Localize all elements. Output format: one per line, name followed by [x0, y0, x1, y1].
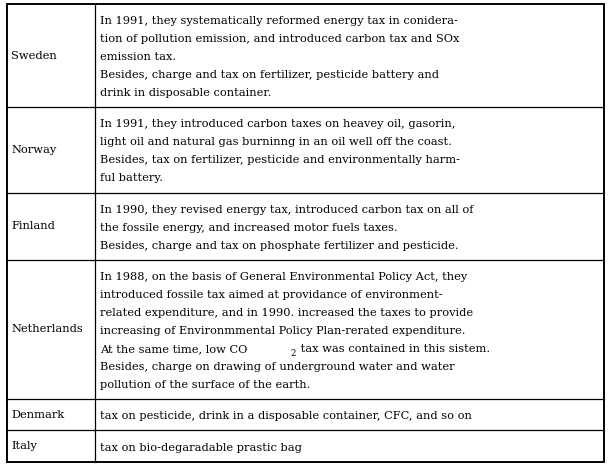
- Text: In 1990, they revised energy tax, introduced carbon tax on all of: In 1990, they revised energy tax, introd…: [100, 205, 474, 215]
- Text: In 1991, they introduced carbon taxes on heavey oil, gasorin,: In 1991, they introduced carbon taxes on…: [100, 119, 456, 130]
- Text: light oil and natural gas burninng in an oil well off the coast.: light oil and natural gas burninng in an…: [100, 137, 452, 147]
- Text: related expenditure, and in 1990. increased the taxes to provide: related expenditure, and in 1990. increa…: [100, 308, 474, 318]
- Text: Finland: Finland: [11, 221, 55, 231]
- Text: Besides, charge and tax on fertilizer, pesticide battery and: Besides, charge and tax on fertilizer, p…: [100, 70, 439, 80]
- Text: At the same time, low CO: At the same time, low CO: [100, 344, 247, 354]
- Text: Netherlands: Netherlands: [11, 324, 82, 335]
- Text: tax was contained in this sistem.: tax was contained in this sistem.: [298, 344, 491, 354]
- Text: increasing of Environmmental Policy Plan-rerated expenditure.: increasing of Environmmental Policy Plan…: [100, 326, 466, 336]
- Text: pollution of the surface of the earth.: pollution of the surface of the earth.: [100, 380, 311, 390]
- Text: emission tax.: emission tax.: [100, 52, 177, 62]
- Text: Norway: Norway: [11, 145, 56, 155]
- Text: the fossile energy, and increased motor fuels taxes.: the fossile energy, and increased motor …: [100, 223, 398, 233]
- Text: Denmark: Denmark: [11, 410, 64, 420]
- Text: introduced fossile tax aimed at providance of environment-: introduced fossile tax aimed at providan…: [100, 290, 443, 300]
- Text: In 1988, on the basis of General Environmental Policy Act, they: In 1988, on the basis of General Environ…: [100, 272, 467, 282]
- Text: drink in disposable container.: drink in disposable container.: [100, 88, 272, 98]
- Text: Besides, tax on fertilizer, pesticide and environmentally harm-: Besides, tax on fertilizer, pesticide an…: [100, 155, 460, 165]
- Text: 2: 2: [290, 349, 296, 358]
- Text: tion of pollution emission, and introduced carbon tax and SOx: tion of pollution emission, and introduc…: [100, 34, 459, 44]
- Text: tax on bio-degaradable prastic bag: tax on bio-degaradable prastic bag: [100, 443, 302, 453]
- Text: Sweden: Sweden: [11, 51, 57, 61]
- Text: In 1991, they systematically reformed energy tax in conidera-: In 1991, they systematically reformed en…: [100, 16, 458, 26]
- Text: Italy: Italy: [11, 441, 37, 451]
- Text: tax on pesticide, drink in a disposable container, CFC, and so on: tax on pesticide, drink in a disposable …: [100, 411, 472, 421]
- Text: Besides, charge and tax on phosphate fertilizer and pesticide.: Besides, charge and tax on phosphate fer…: [100, 240, 459, 251]
- Text: ful battery.: ful battery.: [100, 173, 163, 183]
- Text: Besides, charge on drawing of underground water and water: Besides, charge on drawing of undergroun…: [100, 362, 455, 372]
